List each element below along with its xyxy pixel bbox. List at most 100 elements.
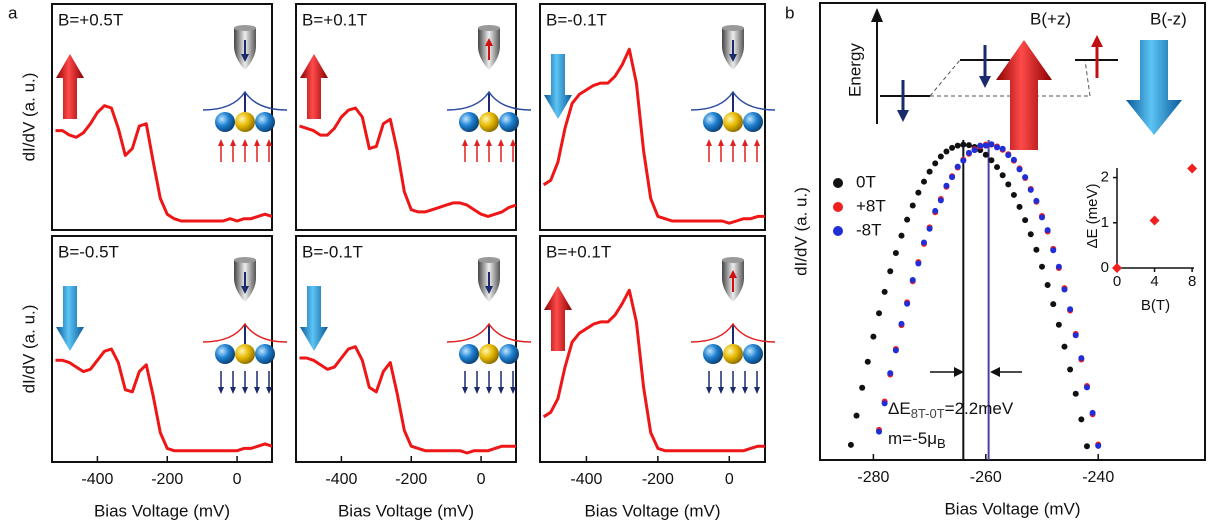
substrate-spin-head	[486, 387, 492, 394]
data-point	[1033, 246, 1040, 253]
annotation: ΔE8T-0T=2.2meV	[888, 399, 1014, 421]
data-point	[937, 153, 944, 160]
lobe	[446, 90, 532, 111]
subplot-title: B=-0.1T	[546, 10, 607, 29]
data-point	[876, 428, 883, 435]
substrate-spin-head	[754, 387, 760, 394]
substrate-spin-head	[218, 139, 224, 146]
legend-label: +8T	[856, 196, 886, 215]
plot-frame	[819, 2, 1206, 461]
data-point	[920, 178, 927, 185]
y-tick-label: 0	[1101, 259, 1109, 276]
x-axis-label: Bias Voltage (mV)	[584, 501, 720, 520]
data-point	[904, 300, 911, 307]
x-axis-label: Bias Voltage (mV)	[944, 499, 1080, 518]
substrate-spin-head	[230, 387, 236, 394]
panel-label: a	[8, 3, 18, 22]
data-point	[1083, 443, 1090, 450]
data-point	[1027, 231, 1034, 238]
substrate-spin-head	[486, 139, 492, 146]
x-tick-label: -400	[570, 471, 602, 488]
data-point	[994, 144, 1001, 151]
data-point	[1050, 301, 1057, 308]
y-axis-label: dI/dV (a. u.)	[791, 187, 810, 276]
annotation-part: =2.2meV	[945, 399, 1014, 418]
substrate-spin-head	[510, 139, 516, 146]
data-point	[937, 197, 944, 204]
subplot-title: B=+0.5T	[58, 10, 123, 29]
data-point	[892, 249, 899, 256]
spectrum-line	[542, 47, 765, 225]
data-point	[954, 142, 961, 149]
substrate-spin-head	[706, 387, 712, 394]
data-point	[1039, 214, 1046, 221]
data-point	[1010, 156, 1017, 163]
tip-top	[478, 25, 500, 31]
data-point	[898, 320, 905, 327]
data-point	[915, 260, 922, 267]
data-point	[1067, 306, 1074, 313]
lobe	[202, 322, 288, 343]
y-axis-label: ΔE (meV)	[1084, 183, 1101, 248]
lobe	[690, 90, 776, 111]
x-tick-label: -260	[970, 469, 1002, 486]
data-point	[881, 288, 888, 295]
data-point	[999, 172, 1006, 179]
data-point	[1187, 163, 1198, 174]
panel-label: b	[785, 3, 794, 22]
data-point	[994, 164, 1001, 171]
atom	[255, 112, 275, 132]
substrate-spin-head	[242, 139, 248, 146]
schematic	[544, 25, 776, 162]
substrate-spin-head	[230, 139, 236, 146]
legend-marker	[833, 226, 843, 236]
data-point	[982, 142, 989, 149]
field-arrow	[56, 54, 84, 119]
atom	[235, 344, 255, 364]
energy-diagram	[871, 8, 1182, 150]
field-arrow	[300, 54, 328, 119]
data-point	[1044, 227, 1051, 234]
atom	[499, 112, 519, 132]
x-tick-label: -200	[642, 471, 674, 488]
tip-top	[722, 257, 744, 263]
data-point	[1072, 332, 1079, 339]
x-tick-label: 0	[1113, 273, 1121, 290]
data-point	[971, 147, 978, 154]
substrate-spin-head	[498, 387, 504, 394]
subplot-title: B=-0.5T	[58, 242, 119, 261]
data-point	[909, 276, 916, 283]
schematic	[300, 257, 532, 394]
x-tick-label: -200	[395, 471, 427, 488]
data-point	[864, 358, 871, 365]
substrate-spin-head	[474, 139, 480, 146]
substrate-spin-head	[462, 139, 468, 146]
substrate-spin-head	[474, 387, 480, 394]
x-axis-label: Bias Voltage (mV)	[338, 501, 474, 520]
data-point	[932, 207, 939, 214]
data-point	[977, 142, 984, 149]
y-tick-label: 2	[1101, 169, 1109, 186]
x-tick-label: 0	[477, 471, 486, 488]
spectrum-line	[542, 288, 765, 453]
energy-label: Energy	[845, 43, 864, 97]
substrate-spin-head	[218, 387, 224, 394]
atom	[215, 344, 235, 364]
arrow-head	[954, 367, 964, 377]
x-tick-label: 0	[233, 471, 242, 488]
schematic	[56, 257, 288, 394]
legend-marker	[833, 178, 843, 188]
annotation-part: ΔE	[888, 399, 911, 418]
x-axis-label: B(T)	[1141, 297, 1170, 314]
data-point	[926, 225, 933, 232]
x-tick-label: -280	[857, 469, 889, 486]
data-point	[954, 163, 961, 170]
data-point	[982, 151, 989, 158]
substrate-spin-head	[718, 387, 724, 394]
atom	[743, 344, 763, 364]
lobe	[202, 90, 288, 111]
substrate-spin-head	[254, 387, 260, 394]
data-point	[1149, 215, 1160, 226]
annotation: m=-5μB	[888, 429, 946, 451]
